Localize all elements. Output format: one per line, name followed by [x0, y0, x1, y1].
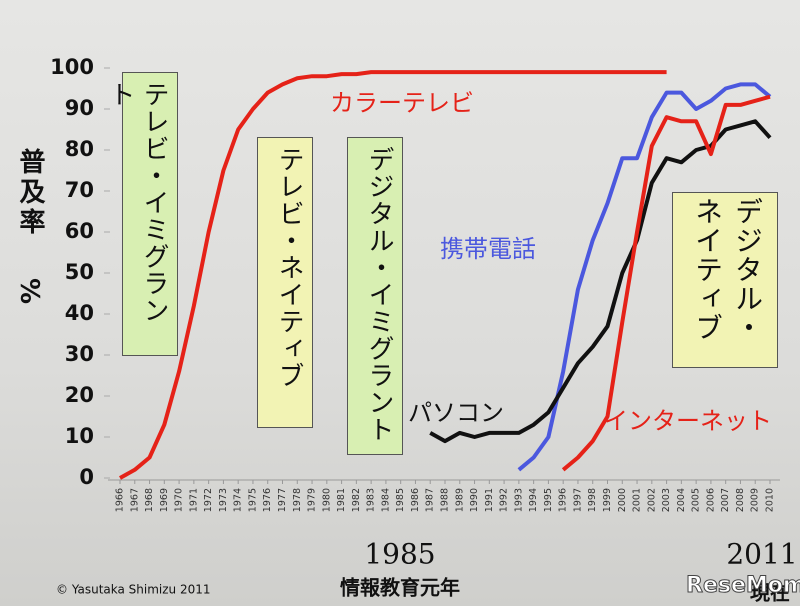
y-tick-label: 50 [65, 260, 94, 284]
x-tick-label: 1967 [129, 488, 140, 512]
series-label: インターネット [604, 407, 772, 435]
x-tick-label: 1984 [380, 488, 391, 512]
x-tick-label: 1988 [440, 488, 451, 512]
x-tick-label: 1999 [602, 488, 613, 512]
x-tick-label: 2009 [750, 488, 761, 512]
x-tick-label: 1989 [454, 488, 465, 512]
y-tick-label: 30 [65, 342, 94, 366]
x-tick-label: 1975 [247, 488, 258, 512]
generation-box: テレビ・ネイティブ [257, 137, 313, 428]
x-tick-label: 1992 [499, 488, 510, 512]
x-tick-label: 1973 [218, 488, 229, 512]
x-tick-label: 1969 [159, 488, 170, 512]
generation-box: デジタル・ネイティブ [672, 192, 778, 368]
x-tick-label: 1985 [395, 488, 406, 512]
series-label: カラーテレビ [330, 89, 474, 117]
x-tick-label: 2008 [735, 488, 746, 512]
x-tick-label: 1991 [484, 488, 495, 512]
x-tick-label: 1970 [174, 488, 185, 512]
x-tick-label: 1968 [144, 488, 155, 512]
x-tick-label: 1981 [336, 488, 347, 512]
y-tick-label: 60 [65, 219, 94, 243]
x-tick-label: 2003 [661, 488, 672, 512]
x-tick-label: 2006 [705, 488, 716, 512]
x-tick-label: 1976 [262, 488, 273, 512]
note: © Yasutaka Shimizu 2011 [56, 583, 211, 597]
x-tick-label: 1974 [233, 488, 244, 512]
watermark: ReseMom [686, 573, 800, 598]
generation-box: デジタル・イミグラント [347, 137, 403, 455]
x-tick-label: 1995 [543, 488, 554, 512]
x-tick-label: 1982 [351, 488, 362, 512]
series-line [561, 94, 771, 472]
y-axis-label: 普及率 [15, 148, 45, 238]
x-tick-label: 1971 [188, 488, 199, 512]
x-tick-label: 1990 [469, 488, 480, 512]
x-tick-label: 1986 [410, 488, 421, 512]
x-tick-label: 1979 [307, 488, 318, 512]
x-tick-label: 2002 [646, 488, 657, 512]
x-tick-label: 1977 [277, 488, 288, 512]
x-tick-label: 2005 [691, 488, 702, 512]
x-tick-label: 1993 [513, 488, 524, 512]
y-tick-label: 80 [65, 137, 94, 161]
y-tick-label: 90 [65, 96, 94, 120]
x-tick-label: 1978 [292, 488, 303, 512]
x-tick-label: 1983 [366, 488, 377, 512]
x-tick-label: 1997 [572, 488, 583, 512]
x-tick-label: 2000 [617, 488, 628, 512]
x-tick-label: 2007 [720, 488, 731, 512]
y-axis-label: % [14, 278, 44, 309]
x-tick-label: 2001 [632, 488, 643, 512]
y-tick-label: 40 [65, 301, 94, 325]
x-tick-label: 1996 [558, 488, 569, 512]
series-label: パソコン [408, 399, 504, 427]
x-tick-label: 1998 [587, 488, 598, 512]
series-line [517, 82, 772, 472]
series-label: 携帯電話 [440, 235, 536, 263]
note: 現在 [750, 581, 790, 605]
x-tick-label: 1980 [321, 488, 332, 512]
note: 2011 [726, 538, 797, 571]
x-tick-label: 1966 [115, 488, 126, 512]
y-tick-label: 100 [50, 55, 94, 79]
x-tick-label: 2004 [676, 488, 687, 512]
x-tick-label: 1994 [528, 488, 539, 512]
generation-box: テレビ・イミグラント [105, 72, 178, 356]
y-tick-label: 20 [65, 383, 94, 407]
series-line [119, 70, 667, 480]
y-tick-label: 10 [65, 424, 94, 448]
note: 1985 [364, 538, 435, 571]
x-tick-label: 2010 [765, 488, 776, 512]
x-tick-label: 1987 [425, 488, 436, 512]
y-tick-label: 0 [79, 465, 94, 489]
y-tick-label: 70 [65, 178, 94, 202]
x-tick-label: 1972 [203, 488, 214, 512]
note: 情報教育元年 [340, 576, 460, 600]
